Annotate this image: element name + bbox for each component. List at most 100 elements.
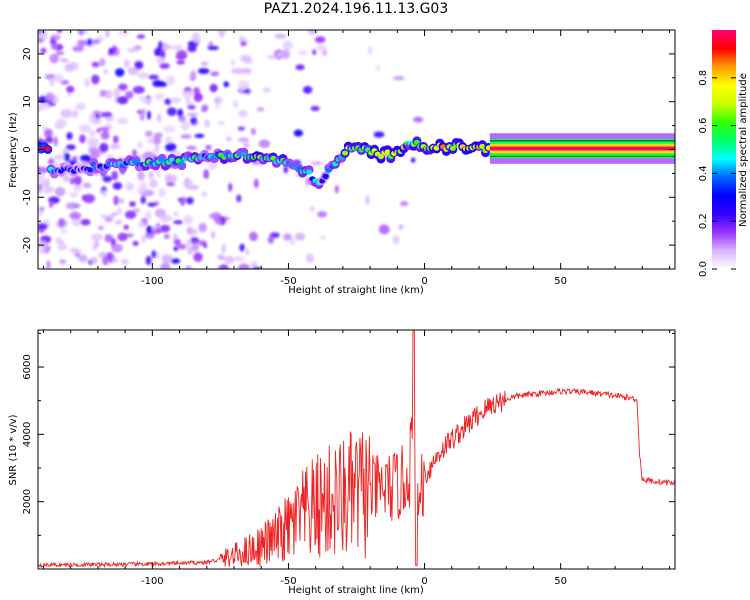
spectrogram-noise-blob (148, 74, 159, 80)
snr-ticks: -100 -50 0 50 2000 4000 6000 (22, 330, 675, 587)
spectrogram-noise-blob (72, 156, 78, 161)
spectrogram-signal-core (178, 160, 185, 166)
spectrogram-noise-blob (66, 85, 75, 94)
spectrogram-noise-blob (57, 243, 68, 251)
spectrogram-noise-blob (194, 37, 202, 44)
spectrogram-noise-blob (238, 110, 249, 118)
spectrogram-noise-blob (274, 33, 287, 39)
spectrogram-noise-blob (127, 47, 138, 53)
spectrogram-noise-blob (190, 116, 198, 126)
spectrogram-noise-blob (214, 218, 222, 225)
spectrogram-noise-blob (173, 220, 184, 225)
spectrogram-noise-blob (180, 134, 192, 139)
snr-y-axis-label: SNR (10 * v/v) (8, 414, 19, 485)
spectrogram-noise-blob (142, 151, 155, 160)
spectrogram-noise-blob (310, 105, 320, 112)
spectrogram-noise-blob (64, 63, 74, 72)
spectrogram-noise-blob (125, 182, 135, 191)
spectrogram-noise-blob (298, 50, 308, 55)
spectrogram-noise-blob (207, 45, 219, 50)
spectrogram-noise-blob (59, 259, 67, 265)
spectrogram-y-tick-label: 20 (22, 48, 33, 61)
spectrogram-noise-blob (124, 210, 137, 219)
spectrogram-noise-blob (154, 208, 166, 218)
spectrogram-noise-blob (295, 64, 305, 71)
spectrogram-signal-core (306, 169, 313, 175)
spectrogram-noise-blob (120, 258, 129, 265)
spectrogram-noise-blob (181, 196, 187, 204)
spectrogram-noise-blob (177, 108, 184, 118)
spectrogram-noise-blob (115, 68, 125, 77)
spectrogram-noise-blob (45, 136, 54, 144)
spectrogram-noise-blob (79, 123, 91, 133)
spectrogram-noise-blob (99, 89, 107, 97)
spectrogram-noise-blob (156, 113, 162, 123)
spectrogram-noise-blob (123, 224, 129, 230)
spectrogram-noise-blob (193, 92, 203, 103)
spectrogram-signal-core (322, 173, 329, 179)
spectrogram-noise-blob (102, 190, 108, 197)
spectrogram-noise-blob (76, 39, 88, 47)
spectrogram-noise-blob (239, 35, 245, 43)
spectrogram-noise-blob (171, 44, 183, 52)
spectrogram-noise-blob (373, 131, 385, 138)
spectrogram-noise-blob (152, 79, 164, 87)
spectrogram-noise-blob (101, 111, 113, 118)
spectrogram-noise-blob (91, 233, 103, 241)
spectrogram-noise-blob (105, 30, 110, 38)
spectrogram-noise-blob (77, 30, 85, 36)
spectrogram-noise-blob (55, 51, 65, 56)
spectrogram-noise-blob (393, 75, 405, 81)
spectrogram-noise-blob (116, 117, 129, 125)
spectrogram-noise-blob (240, 41, 247, 47)
spectrogram-noise-blob (65, 144, 76, 151)
spectrogram-noise-blob (217, 120, 225, 126)
spectrogram-noise-blob (100, 131, 110, 140)
spectrogram-noise-blob (111, 212, 117, 217)
spectrogram-noise-blob (209, 212, 220, 219)
spectrogram-noise-blob (223, 81, 229, 88)
spectrogram-noise-blob (224, 255, 235, 264)
spectrogram-noise-blob (144, 130, 153, 138)
spectrogram-noise-blob (40, 104, 51, 110)
spectrogram-noise-blob (112, 182, 123, 190)
spectrogram-noise-blob (170, 258, 181, 264)
spectrogram-noise-blob (243, 143, 250, 148)
spectrogram-noise-blob (204, 119, 211, 128)
colorbar-tick-label: 0.8 (698, 70, 709, 86)
spectrogram-noise-blob (111, 170, 118, 181)
spectrogram-noise-blob (137, 220, 145, 229)
spectrogram-noise-blob (117, 232, 128, 242)
spectrogram-noise-blob (151, 225, 156, 232)
spectrogram-noise-blob (166, 75, 176, 85)
spectrogram-x-axis-label: Height of straight line (km) (288, 285, 424, 296)
spectrogram-noise-blob (136, 188, 147, 194)
spectrogram-noise-blob (213, 96, 223, 105)
spectrogram-noise-blob (201, 191, 208, 197)
spectrogram-noise-blob (410, 157, 416, 163)
spectrogram-noise-blob (294, 232, 306, 241)
spectrogram-noise-blob (161, 254, 173, 264)
spectrogram-noise-blob (132, 85, 145, 94)
spectrogram-noise-blob (89, 130, 96, 136)
spectrogram-noise-blob (156, 57, 166, 64)
spectrogram-noise-blob (145, 255, 152, 266)
spectrogram-noise-blob (78, 254, 88, 263)
spectrogram-noise-blob (49, 200, 54, 208)
colorbar-ticks: 0.0 0.2 0.4 0.6 0.8 (698, 70, 736, 277)
spectrogram-noise-blob (136, 34, 146, 39)
spectrogram-noise-blob (225, 136, 232, 142)
snr-x-tick-label: -100 (141, 576, 164, 587)
spectrogram-noise-blob (146, 110, 151, 120)
spectrogram-noise-blob (190, 70, 197, 79)
spectrogram-noise-blob (160, 216, 170, 223)
spectrogram-noise-blob (193, 252, 203, 262)
spectrogram-noise-blob (185, 265, 192, 269)
spectrogram-steady-band (489, 146, 675, 151)
spectrogram-noise-blob (154, 93, 165, 101)
spectrogram-noise-blob (54, 186, 66, 197)
spectrogram-noise-blob (230, 60, 236, 66)
spectrogram-noise-blob (129, 201, 136, 207)
spectrogram-noise-blob (69, 211, 82, 220)
